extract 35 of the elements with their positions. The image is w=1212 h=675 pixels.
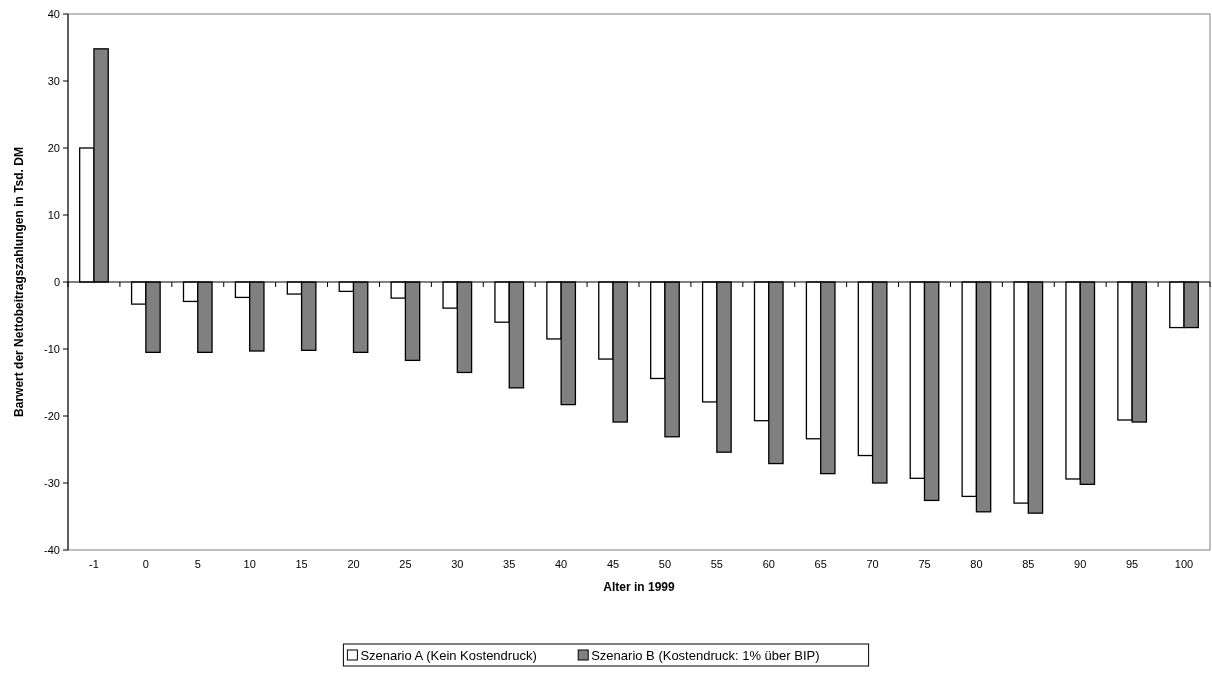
x-tick-label: 55 [710, 558, 723, 570]
y-tick-label: -30 [44, 477, 60, 489]
legend-label: Szenario A (Kein Kostendruck) [360, 648, 537, 663]
x-tick-label: 80 [970, 558, 983, 570]
x-tick-label: -1 [89, 558, 99, 570]
x-tick-label: 70 [866, 558, 879, 570]
x-tick-label: 100 [1174, 558, 1194, 570]
x-tick-label: 65 [814, 558, 827, 570]
x-tick-label: 95 [1126, 558, 1139, 570]
x-tick-label: 5 [194, 558, 201, 570]
x-tick-label: 10 [243, 558, 256, 570]
y-tick-label: 10 [47, 209, 60, 221]
y-axis-title: Barwert der Nettobeitragszahlungen in Tsd. DM [12, 147, 26, 417]
x-tick-label: 90 [1074, 558, 1087, 570]
y-tick-label: -40 [44, 544, 60, 556]
x-tick-label: 0 [142, 558, 149, 570]
x-tick-label: 20 [347, 558, 360, 570]
y-tick-label: -20 [44, 410, 60, 422]
y-tick-label: 0 [53, 276, 60, 288]
x-tick-label: 40 [555, 558, 568, 570]
y-tick-label: 40 [47, 8, 60, 20]
y-tick-label: -10 [44, 343, 60, 355]
x-tick-label: 15 [295, 558, 308, 570]
x-tick-label: 85 [1022, 558, 1035, 570]
x-tick-label: 30 [451, 558, 464, 570]
y-tick-label: 30 [47, 75, 60, 87]
x-tick-label: 50 [658, 558, 672, 570]
x-tick-label: 35 [503, 558, 516, 570]
x-tick-label: 25 [399, 558, 412, 570]
x-tick-label: 45 [606, 558, 620, 570]
x-tick-label: 60 [762, 558, 775, 570]
legend-label: Szenario B (Kostendruck: 1% über BIP) [591, 648, 820, 663]
y-tick-label: 20 [47, 142, 60, 154]
x-tick-label: 75 [918, 558, 931, 570]
x-axis-title: Alter in 1999 [603, 580, 676, 594]
